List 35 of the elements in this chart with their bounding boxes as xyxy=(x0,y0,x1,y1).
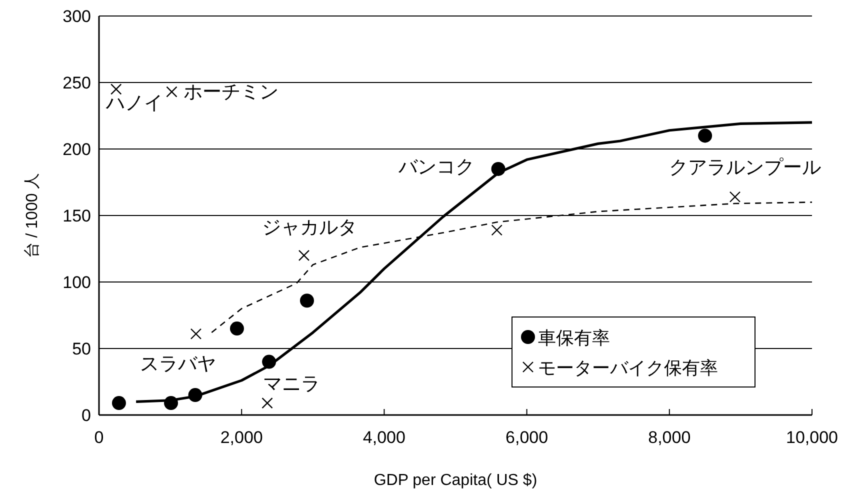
x-tick-label: 8,000 xyxy=(648,428,691,447)
y-tick-label: 0 xyxy=(82,406,91,425)
y-tick-label: 50 xyxy=(72,340,91,358)
point xyxy=(262,397,273,409)
point xyxy=(698,128,712,143)
x-tick-label: 0 xyxy=(94,428,104,447)
annotation: ハノイ xyxy=(105,93,164,114)
point xyxy=(230,322,244,336)
legend-label: モーターバイク保有率 xyxy=(538,358,718,378)
y-tick-label: 300 xyxy=(62,7,91,26)
annotation: ホーチミン xyxy=(184,82,279,103)
point xyxy=(300,294,314,308)
y-tick-label: 200 xyxy=(62,140,91,159)
x-tick-label: 10,000 xyxy=(786,428,838,447)
point xyxy=(190,328,202,340)
point xyxy=(166,86,178,98)
point xyxy=(110,84,122,95)
x-tick-label: 6,000 xyxy=(506,428,548,447)
y-tick-label: 250 xyxy=(62,74,91,92)
x-tick-label: 2,000 xyxy=(220,428,263,447)
x-tick-label: 4,000 xyxy=(362,428,406,447)
point xyxy=(491,224,502,236)
annotation: ジャカルタ xyxy=(262,217,357,238)
annotation: スラバヤ xyxy=(140,354,216,375)
legend-label: 車保有率 xyxy=(538,328,610,348)
x-axis-title: GDP per Capita( US $) xyxy=(374,472,538,489)
annotation: バンコク xyxy=(397,156,474,178)
y-tick-label: 100 xyxy=(62,273,91,292)
y-tick-label: 150 xyxy=(62,206,91,226)
annotation: クアラルンプール xyxy=(669,158,822,179)
point xyxy=(298,250,310,261)
y-axis-title: 台 / 1000 人 xyxy=(23,172,41,258)
point xyxy=(112,396,126,410)
annotation: マニラ xyxy=(263,374,320,395)
point xyxy=(729,191,741,202)
